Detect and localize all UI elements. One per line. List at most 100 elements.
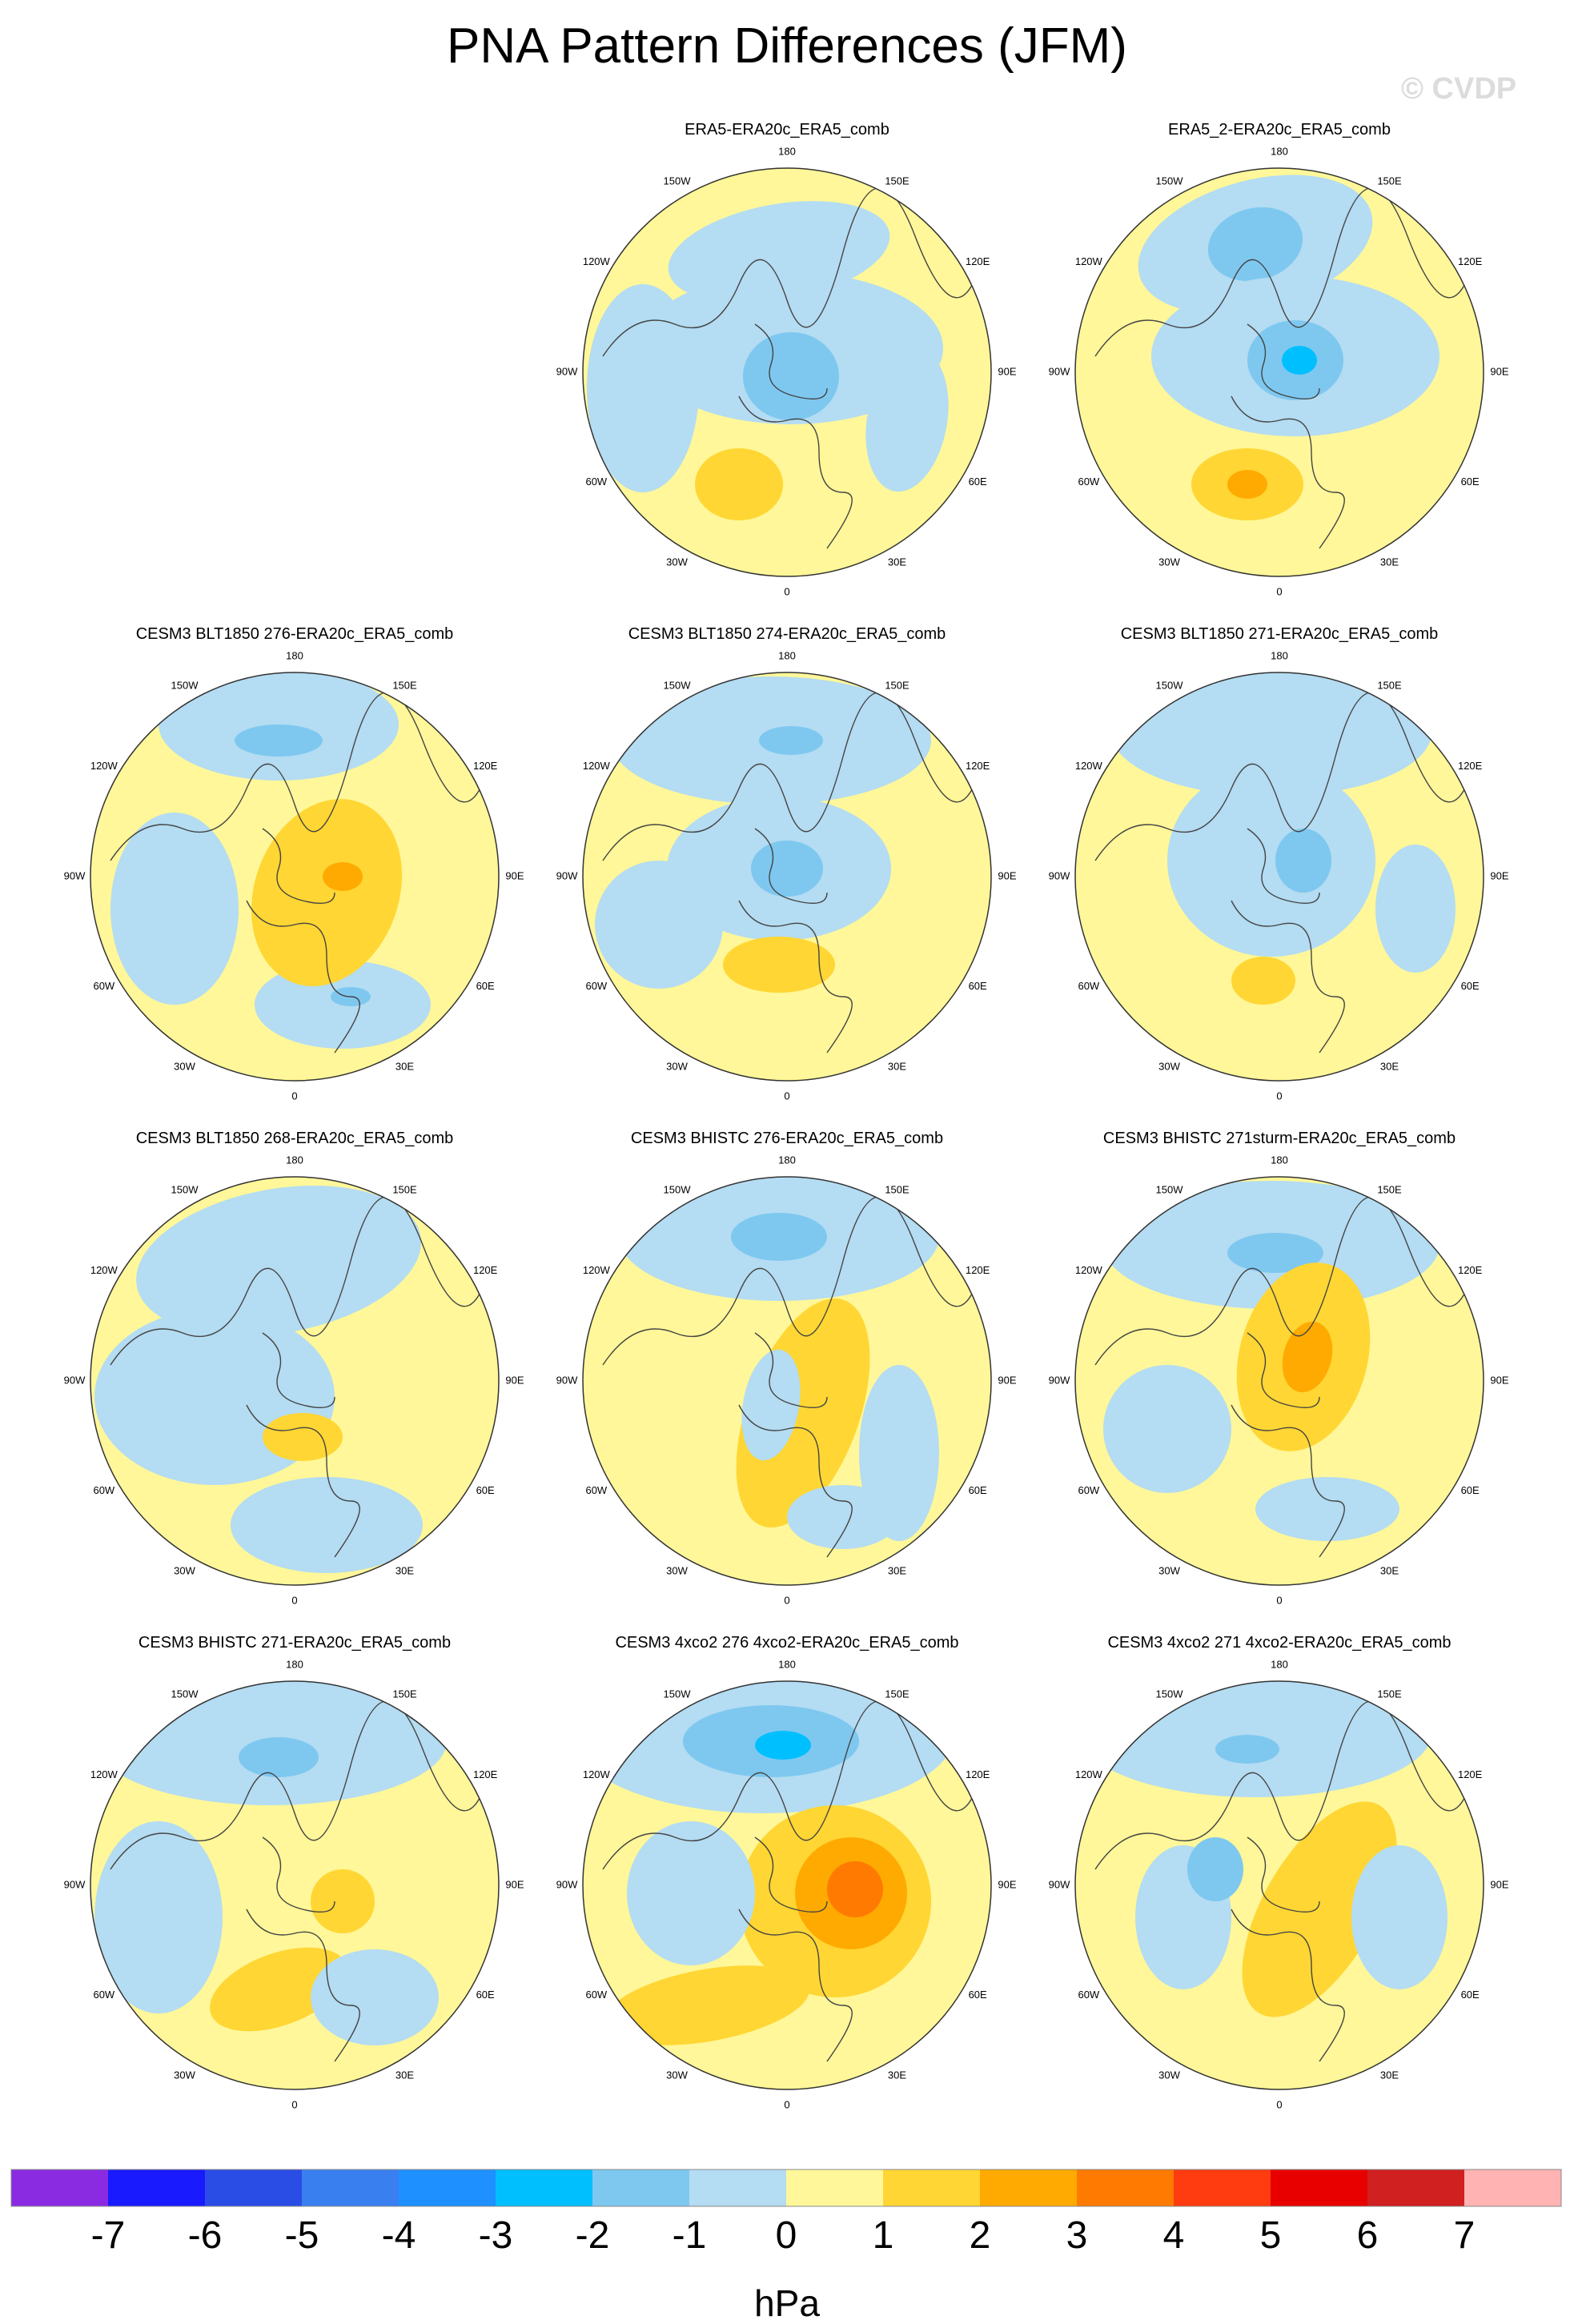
longitude-label: 90E [505, 869, 524, 881]
longitude-label: 60E [1461, 1484, 1480, 1496]
panel-title: CESM3 BHISTC 276-ERA20c_ERA5_comb [630, 1130, 944, 1147]
colorbar-tick-label: 5 [1260, 2214, 1282, 2257]
longitude-label: 150W [1156, 679, 1184, 691]
colorbar-swatch [980, 2169, 1077, 2206]
longitude-label: 180 [778, 1658, 796, 1670]
longitude-label: 90W [64, 1374, 86, 1386]
longitude-label: 60W [585, 1484, 607, 1496]
longitude-label: 120W [1075, 1768, 1103, 1780]
longitude-label: 60E [969, 476, 987, 488]
longitude-label: 90E [1490, 869, 1508, 881]
colorbar-swatch [1174, 2169, 1271, 2206]
longitude-label: 150E [885, 1688, 909, 1700]
anomaly-contours [110, 672, 431, 1049]
polar-map-panel: 180 150E 120E 90E 60E 30E 0 30W 60W 90W 120W 150W [64, 1154, 524, 1606]
colorbar-units-label: hPa [754, 2282, 820, 2324]
longitude-label: 30E [888, 1061, 906, 1073]
longitude-label: 120W [1075, 760, 1103, 772]
longitude-label: 120W [583, 1768, 611, 1780]
longitude-label: 60W [1078, 476, 1099, 488]
longitude-label: 120W [90, 1264, 118, 1276]
polar-map-panel: 180 150E 120E 90E 60E 30E 0 30W 60W 90W 120W 150W [556, 1658, 1017, 2110]
coastlines [110, 1700, 488, 2062]
anomaly-region [1351, 1845, 1448, 1989]
coastline [246, 900, 360, 1054]
longitude-label: 90W [1049, 1878, 1070, 1890]
longitude-label: 90W [1049, 1374, 1070, 1386]
longitude-label: 120W [90, 1768, 118, 1780]
colorbar-swatch [1271, 2169, 1367, 2206]
anomaly-region [595, 861, 723, 989]
anomaly-region [311, 1949, 439, 2045]
longitude-label: 90W [556, 869, 578, 881]
longitude-label: 150W [664, 175, 692, 187]
coastlines [1094, 1700, 1472, 2062]
anomaly-region [1242, 1801, 1397, 2017]
coastline [1247, 1836, 1320, 1913]
longitude-label: 90E [998, 869, 1016, 881]
coastline [602, 187, 980, 357]
anomaly-region [251, 799, 403, 986]
coastline [602, 692, 980, 861]
coastline [754, 1332, 828, 1408]
longitude-label: 30W [1158, 1565, 1180, 1577]
anomaly-region [731, 1213, 827, 1261]
anomaly-region [865, 348, 949, 492]
longitude-label: 90E [1490, 365, 1508, 377]
longitude-label: 120E [1458, 1264, 1483, 1276]
anomaly-region [239, 1737, 319, 1777]
longitude-label: 150E [885, 679, 909, 691]
map-border [582, 1176, 992, 1586]
longitude-label: 30E [396, 1061, 414, 1073]
longitude-label: 150E [1377, 679, 1402, 691]
polar-map-panel: 180 150E 120E 90E 60E 30E 0 30W 60W 90W 120W 150W [64, 649, 524, 1102]
map-border [1074, 672, 1484, 1082]
anomaly-contours [619, 1177, 939, 1549]
longitude-label: 150W [171, 1183, 199, 1195]
longitude-label: 120E [1458, 760, 1483, 772]
polar-map-panel: 180 150E 120E 90E 60E 30E 0 30W 60W 90W 120W 150W [1049, 1658, 1509, 2110]
coastline [262, 1332, 335, 1408]
coastline [1231, 1909, 1345, 2062]
longitude-label: 150E [1377, 1688, 1402, 1700]
longitude-label: 60E [476, 980, 495, 992]
coastline [738, 1404, 853, 1558]
longitude-label: 180 [286, 1154, 303, 1166]
panel-title: CESM3 BHISTC 271-ERA20c_ERA5_comb [138, 1634, 452, 1652]
longitude-label: 150E [885, 1183, 909, 1195]
polar-map-panel: 180 150E 120E 90E 60E 30E 0 30W 60W 90W 120W 150W [1049, 145, 1509, 597]
longitude-label: 30W [174, 1565, 195, 1577]
longitude-label: 180 [778, 1154, 796, 1166]
anomaly-region [1282, 346, 1317, 375]
longitude-label: 90W [1049, 365, 1070, 377]
longitude-label: 90W [1049, 869, 1070, 881]
coastline [754, 1836, 828, 1913]
longitude-label: 120W [583, 760, 611, 772]
longitude-label: 180 [778, 649, 796, 661]
anomaly-region [1111, 672, 1431, 797]
longitude-label: 120E [966, 760, 990, 772]
longitude-label: 120E [473, 1264, 498, 1276]
longitude-label: 120E [966, 255, 990, 267]
longitude-label: 180 [1271, 145, 1288, 157]
colorbar-swatch [786, 2169, 883, 2206]
anomaly-contours [1103, 1181, 1439, 1541]
colorbar-outline [10, 2169, 1562, 2207]
anomaly-contours [587, 201, 949, 520]
longitude-label: 120W [583, 255, 611, 267]
longitude-label: 60W [1078, 1989, 1099, 2001]
longitude-label: 60E [969, 980, 987, 992]
coastline [1094, 187, 1472, 357]
longitude-label: 120E [1458, 1768, 1483, 1780]
coastline [110, 1196, 488, 1366]
panel-title: ERA5_2-ERA20c_ERA5_comb [1168, 121, 1391, 138]
colorbar-swatch [1367, 2169, 1464, 2206]
panel-title: CESM3 BHISTC 271sturm-ERA20c_ERA5_comb [1102, 1130, 1456, 1147]
anomaly-region [136, 1186, 421, 1336]
longitude-label: 150E [885, 175, 909, 187]
colorbar-swatch [302, 2169, 399, 2206]
longitude-label: 30W [1158, 2069, 1180, 2081]
anomaly-region [1275, 829, 1331, 893]
colorbar-tick-label: -6 [188, 2214, 223, 2257]
longitude-label: 180 [1271, 1658, 1288, 1670]
